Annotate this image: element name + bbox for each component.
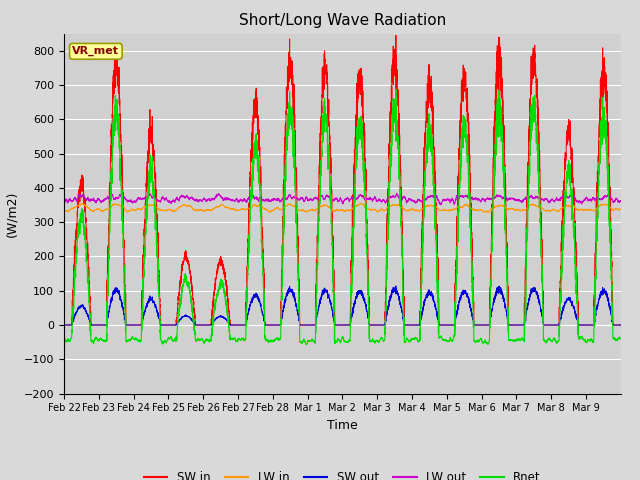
LW out xyxy=(393,192,401,197)
LW in xyxy=(484,209,492,215)
SW out xyxy=(495,283,503,289)
Title: Short/Long Wave Radiation: Short/Long Wave Radiation xyxy=(239,13,446,28)
Rnet xyxy=(175,304,183,310)
LW out xyxy=(60,199,68,205)
LW out xyxy=(436,202,444,207)
Rnet xyxy=(392,86,400,92)
SW out xyxy=(175,317,183,323)
LW in xyxy=(357,200,365,206)
SW in xyxy=(393,67,401,72)
Line: SW in: SW in xyxy=(64,36,621,325)
Rnet xyxy=(302,342,310,348)
SW out xyxy=(60,322,68,328)
LW out xyxy=(537,195,545,201)
LW out xyxy=(617,198,625,204)
SW in xyxy=(392,33,400,38)
SW in xyxy=(363,222,371,228)
LW out xyxy=(175,196,183,202)
Rnet xyxy=(60,336,68,342)
Rnet xyxy=(617,336,625,341)
SW in xyxy=(537,217,545,223)
Rnet xyxy=(495,101,503,107)
Rnet xyxy=(393,122,401,128)
SW out xyxy=(393,288,401,293)
LW in xyxy=(60,208,68,214)
LW in xyxy=(537,204,545,210)
LW out xyxy=(495,194,503,200)
SW out xyxy=(363,309,371,314)
LW out xyxy=(523,196,531,202)
LW out xyxy=(364,196,371,202)
SW in xyxy=(175,286,183,292)
LW in xyxy=(495,203,503,208)
Line: LW in: LW in xyxy=(64,203,621,212)
LW in xyxy=(175,204,183,210)
SW in xyxy=(523,220,531,226)
X-axis label: Time: Time xyxy=(327,419,358,432)
Line: LW out: LW out xyxy=(64,193,621,204)
SW in xyxy=(60,322,68,328)
SW out xyxy=(523,308,531,314)
Y-axis label: (W/m2): (W/m2) xyxy=(5,191,18,237)
Rnet xyxy=(364,255,371,261)
Legend: SW in, LW in, SW out, LW out, Rnet: SW in, LW in, SW out, LW out, Rnet xyxy=(139,466,546,480)
SW out xyxy=(617,322,625,328)
SW in xyxy=(495,35,503,41)
LW in xyxy=(523,205,531,211)
LW out xyxy=(214,191,222,196)
LW in xyxy=(393,202,401,207)
SW out xyxy=(392,283,400,289)
LW in xyxy=(617,206,625,212)
Text: VR_met: VR_met xyxy=(72,46,119,57)
SW out xyxy=(537,308,545,314)
Line: SW out: SW out xyxy=(64,286,621,325)
Rnet xyxy=(537,251,545,257)
Line: Rnet: Rnet xyxy=(64,89,621,345)
LW in xyxy=(364,206,371,212)
SW in xyxy=(617,322,625,328)
Rnet xyxy=(523,244,531,250)
